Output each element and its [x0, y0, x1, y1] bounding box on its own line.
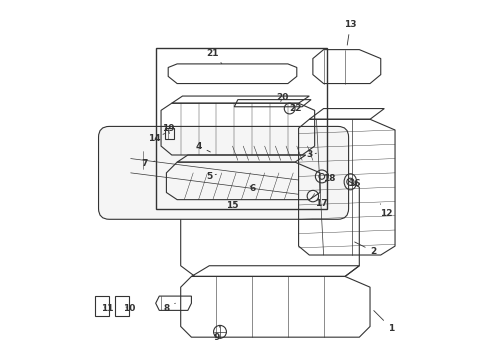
Text: 19: 19 — [162, 124, 174, 134]
Text: 3: 3 — [306, 150, 317, 159]
Text: 18: 18 — [323, 174, 335, 183]
Text: 13: 13 — [344, 20, 357, 45]
Bar — [95, 296, 109, 316]
Circle shape — [215, 176, 218, 180]
Text: 11: 11 — [101, 304, 114, 313]
Text: 6: 6 — [249, 184, 255, 193]
Text: 2: 2 — [355, 242, 377, 256]
Text: 14: 14 — [147, 134, 165, 143]
Text: 21: 21 — [207, 49, 222, 64]
FancyBboxPatch shape — [98, 126, 348, 219]
Text: 17: 17 — [316, 198, 328, 208]
Text: 15: 15 — [226, 201, 239, 210]
Text: 10: 10 — [122, 304, 135, 313]
Bar — [156, 48, 327, 208]
Text: 22: 22 — [289, 104, 301, 113]
Text: 5: 5 — [206, 172, 217, 181]
Bar — [115, 296, 129, 316]
Text: 20: 20 — [276, 93, 289, 102]
Text: 8: 8 — [163, 303, 175, 313]
Text: 16: 16 — [348, 179, 360, 188]
Text: 9: 9 — [213, 325, 220, 342]
Text: 1: 1 — [374, 311, 394, 333]
Text: 4: 4 — [196, 141, 210, 152]
Text: 7: 7 — [142, 159, 155, 168]
Text: 12: 12 — [380, 204, 392, 219]
